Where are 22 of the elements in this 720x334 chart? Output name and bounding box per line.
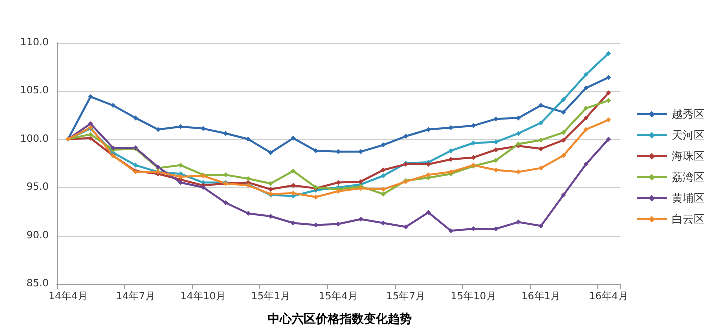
y-tick-label: 85.0 (26, 278, 49, 290)
x-tick-label: 15年1月 (251, 290, 290, 302)
x-tick-label: 14年7月 (116, 290, 156, 302)
legend-label: 天河区 (672, 129, 705, 142)
legend-label: 海珠区 (672, 150, 705, 163)
y-tick-label: 90.0 (26, 230, 49, 242)
legend-label: 越秀区 (672, 108, 705, 121)
y-tick-label: 95.0 (26, 182, 49, 194)
x-tick-label: 16年4月 (589, 290, 628, 302)
x-tick-label: 14年4月 (48, 290, 88, 302)
legend-label: 荔湾区 (672, 171, 705, 184)
y-tick-label: 105.0 (20, 86, 49, 97)
y-tick-label: 110.0 (20, 38, 49, 48)
x-tick-label: 15年10月 (450, 290, 496, 302)
text: 中心六区价格指数变化趋势 (268, 312, 412, 326)
x-tick-label: 16年1月 (522, 290, 561, 302)
x-tick-label: 15年7月 (386, 290, 426, 302)
x-tick-label: 15年4月 (318, 290, 358, 302)
legend-label: 白云区 (672, 213, 705, 226)
x-tick-label: 14年10月 (180, 290, 226, 302)
y-tick-label: 100.0 (20, 134, 49, 145)
legend-label: 黄埔区 (672, 192, 705, 205)
